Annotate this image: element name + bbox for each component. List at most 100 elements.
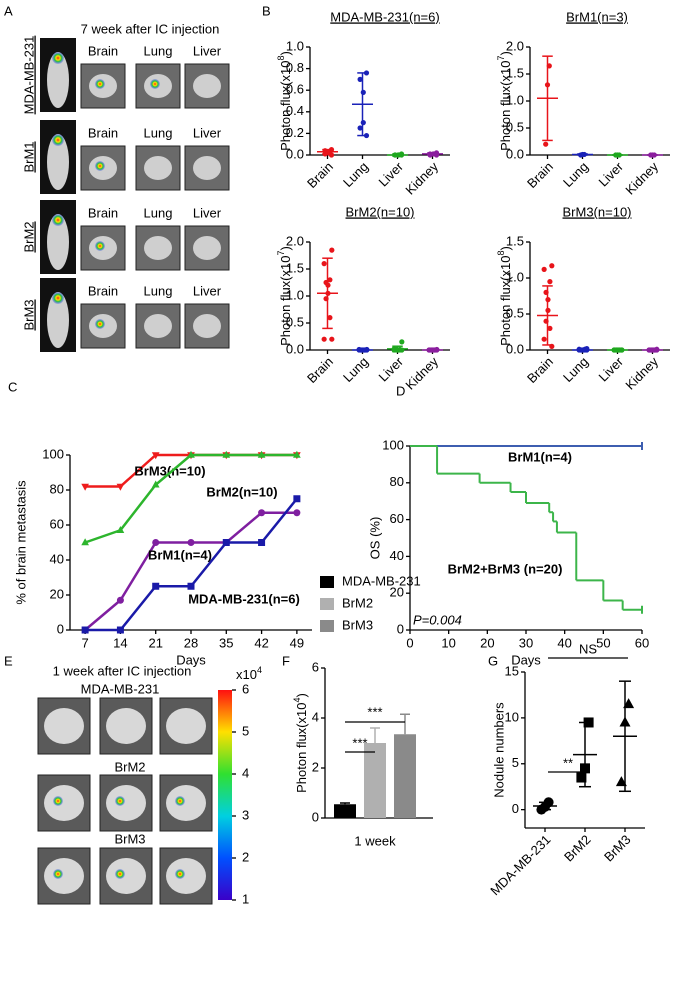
marker [541,266,547,272]
x-tick-label: 1 week [354,833,396,848]
annotation: P=0.004 [413,612,462,627]
marker [615,776,627,787]
marker [623,698,635,709]
y-tick-label: 1.5 [506,65,524,80]
signal-spot [52,292,64,304]
organ-label: Lung [144,283,173,298]
bar [334,804,356,818]
y-tick-label: 0.8 [286,60,304,75]
x-tick-label: 28 [184,635,198,650]
marker [187,582,195,590]
colorbar-tick-label: 5 [242,723,249,738]
marker [81,483,89,491]
label-close: ) [278,51,293,55]
legend-swatch [320,620,334,632]
row-label: BrM3 [114,831,145,846]
y-tick-label: 80 [50,481,64,496]
y-tick-label: 40 [390,548,404,563]
marker [258,539,266,546]
y-tick-label: 0.5 [506,119,524,134]
y-axis-label: Nodule numbers [491,702,506,798]
y-tick-label: 0 [512,801,519,816]
x-tick-label: Brain [524,354,556,386]
series-label: MDA-MB-231(n=6) [188,591,300,606]
x-axis-label: Days [511,652,541,667]
legend-label: BrM3 [342,617,373,632]
x-tick-label: Brain [524,159,556,191]
label-exponent: 4 [292,697,302,702]
label-close: ) [278,246,293,250]
y-tick-label: 1.5 [506,233,524,248]
marker [357,125,363,131]
organ [106,708,146,744]
marker [151,452,160,460]
y-tick-label: 2.0 [506,38,524,53]
y-tick-label: 0.6 [286,82,304,97]
y-tick-label: 0.0 [506,146,524,161]
x-tick-label: 49 [290,635,304,650]
panel-label: A [4,3,13,18]
label-exponent: 4 [257,665,262,675]
marker [81,538,89,546]
marker [329,247,335,253]
y-tick-label: 2 [312,759,319,774]
marker [399,339,405,345]
organ [144,236,172,260]
x-tick-label: 30 [519,635,533,650]
marker [360,120,366,126]
mouse-body [47,214,69,270]
y-tick-label: 0.5 [286,314,304,329]
row-label: MDA-MB-231 [21,36,36,115]
x-tick-label: BrM3 [601,832,634,865]
signal-spot [175,796,185,806]
y-tick-label: 5 [512,755,519,770]
organ [193,74,221,98]
marker [321,261,327,267]
row-label: MDA-MB-231 [81,681,160,696]
marker [293,495,301,503]
chart-title: BrM3(n=10) [563,204,632,219]
organ [144,314,172,338]
signal-spot [52,52,64,64]
y-axis-label: Photon flux(x108) [496,246,513,346]
label-text: Photon flux(x10 [278,61,293,151]
organ [144,156,172,180]
marker [549,263,555,269]
legend-label: BrM2 [342,595,373,610]
row-label: BrM3 [21,299,36,330]
organ-label: Liver [193,125,222,140]
marker [541,336,547,342]
organ-label: Lung [144,43,173,58]
x-tick-label: 20 [480,635,494,650]
significance-label: *** [367,704,382,719]
x-tick-label: 10 [441,635,455,650]
y-tick-label: 0.2 [286,125,304,140]
organ [166,708,206,744]
panel-label: E [4,653,13,668]
label-exponent: 7 [496,55,506,60]
organ-label: Brain [88,283,118,298]
y-tick-label: 4 [312,709,319,724]
y-tick-label: 40 [50,551,64,566]
label-text: x10 [236,667,257,682]
mouse-body [47,134,69,190]
panel-title: 7 week after IC injection [81,21,220,36]
marker [222,450,231,458]
marker [257,450,266,458]
organ [44,858,84,894]
significance-label: *** [352,735,367,750]
marker [151,480,160,488]
x-tick-label: Liver [376,158,407,189]
signal-spot [95,161,105,171]
x-tick-label: 0 [406,635,413,650]
signal-spot [95,241,105,251]
marker [293,450,301,458]
y-tick-label: 1.0 [506,269,524,284]
marker [329,336,335,342]
x-tick-label: Lung [560,354,591,385]
organ-label: Liver [193,43,222,58]
bar [394,734,416,818]
panel-label: B [262,3,271,18]
colorbar-tick-label: 2 [242,849,249,864]
marker [116,483,125,491]
